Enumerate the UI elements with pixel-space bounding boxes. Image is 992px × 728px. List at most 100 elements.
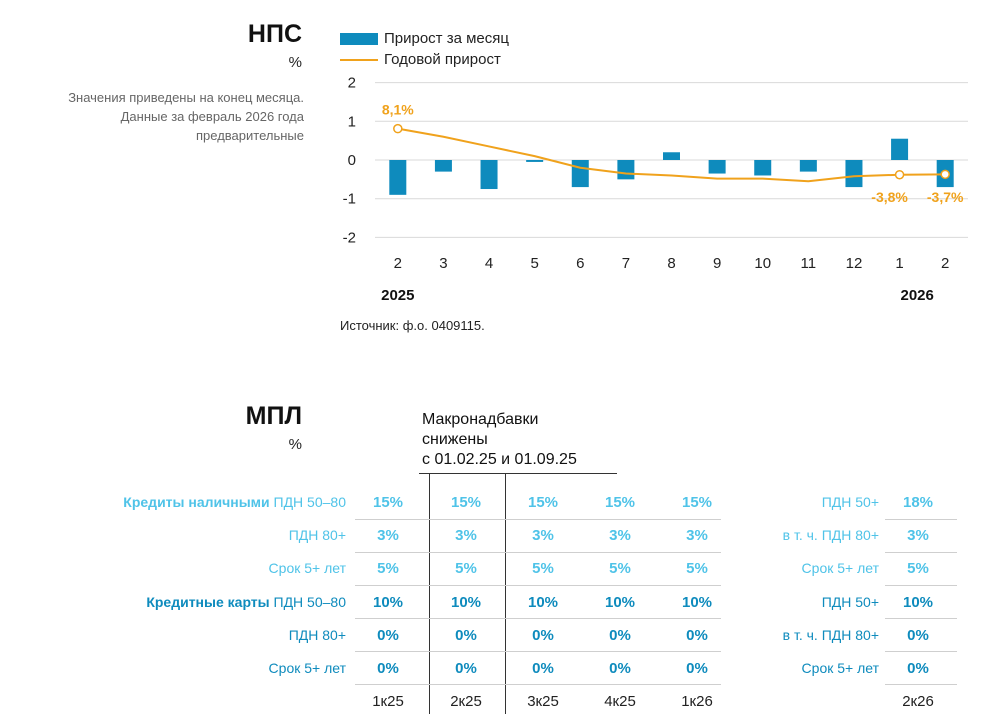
bar	[663, 152, 680, 160]
bar	[891, 138, 909, 160]
column-header: 1к26	[681, 693, 713, 710]
line-point	[940, 169, 950, 180]
nps-title: НПС	[247, 20, 302, 48]
table-cell: 10%	[372, 594, 404, 611]
right-row-label: в т. ч. ПДН 80+	[782, 527, 879, 543]
right-row-label: ПДН 50+	[821, 594, 879, 610]
macro-underline	[419, 473, 617, 474]
table-cell: 3%	[532, 527, 554, 544]
macro-note: Макронадбавки снижены с 01.02.25 и 01.09…	[422, 410, 577, 470]
bar	[526, 160, 544, 162]
column-header: 2к25	[450, 693, 482, 710]
table-cell: 0%	[455, 627, 477, 644]
table-cell: 5%	[609, 560, 631, 577]
table-cell: 10%	[450, 594, 482, 611]
line-point	[894, 169, 905, 180]
macro-line: с 01.02.25 и 01.09.25	[422, 451, 577, 468]
table-cell: 15%	[604, 494, 636, 511]
y-tick-label: -2	[343, 229, 356, 246]
table-cell: 15%	[450, 494, 482, 511]
bar	[845, 160, 863, 188]
row-divider	[355, 651, 721, 652]
line-series	[397, 127, 946, 183]
right-row-label: в т. ч. ПДН 80+	[782, 627, 879, 643]
table-cell: 3%	[455, 527, 477, 544]
row-divider	[885, 684, 957, 685]
nps-note-line: Значения приведены на конец месяца.	[68, 90, 304, 105]
right-cell: 5%	[907, 560, 929, 577]
column-separator	[429, 474, 430, 714]
year-label: 2026	[901, 287, 934, 304]
chart-legend: Прирост за месяц Годовой прирост	[340, 30, 509, 68]
table-cell: 3%	[609, 527, 631, 544]
bar	[389, 160, 407, 195]
data-label: -3,7%	[927, 189, 964, 205]
table-cell: 5%	[455, 560, 477, 577]
row-divider	[885, 519, 957, 520]
x-tick-label: 5	[530, 255, 538, 272]
macro-line: Макронадбавки	[422, 411, 539, 428]
x-tick-label: 12	[846, 255, 863, 272]
bar	[434, 160, 452, 172]
x-tick-label: 9	[713, 255, 721, 272]
table-cell: 0%	[377, 660, 399, 677]
bar	[754, 160, 772, 176]
table-row-label: Кредиты наличными ПДН 50–80	[0, 494, 346, 510]
table-cell: 5%	[532, 560, 554, 577]
x-tick-label: 2	[394, 255, 402, 272]
right-cell: 18%	[902, 494, 934, 511]
row-label: ПДН 80+	[288, 527, 346, 543]
table-cell: 10%	[604, 594, 636, 611]
x-tick-label: 4	[485, 255, 493, 272]
row-divider	[355, 585, 721, 586]
table-cell: 3%	[377, 527, 399, 544]
x-tick-label: 3	[439, 255, 447, 272]
right-row-label: ПДН 50+	[821, 494, 879, 510]
x-tick-label: 8	[667, 255, 675, 272]
row-label: ПДН 50–80	[273, 494, 346, 510]
column-header: 1к25	[372, 693, 404, 710]
right-cell: 0%	[907, 660, 929, 677]
right-row-label: Срок 5+ лет	[801, 560, 879, 576]
y-tick-label: 2	[348, 75, 356, 92]
nps-note-line: предварительные	[196, 128, 304, 143]
table-cell: 15%	[527, 494, 559, 511]
row-divider	[355, 618, 721, 619]
table-cell: 0%	[377, 627, 399, 644]
bar	[480, 160, 498, 190]
bar	[571, 160, 589, 188]
legend-line-label: Годовой прирост	[384, 51, 501, 68]
y-tick-label: -1	[343, 191, 356, 208]
table-cell: 15%	[372, 494, 404, 511]
row-divider	[885, 618, 957, 619]
x-tick-label: 11	[801, 255, 817, 272]
row-divider	[885, 585, 957, 586]
column-header: 3к25	[527, 693, 559, 710]
table-cell: 0%	[609, 627, 631, 644]
data-label: -3,8%	[871, 189, 908, 205]
right-cell: 3%	[907, 527, 929, 544]
legend-item-line: Годовой прирост	[340, 51, 509, 68]
source-note: Источник: ф.о. 0409115.	[340, 318, 485, 333]
table-cell: 0%	[455, 660, 477, 677]
row-divider	[355, 519, 721, 520]
column-separator	[505, 474, 506, 714]
x-tick-label: 7	[622, 255, 630, 272]
legend-bar-label: Прирост за месяц	[384, 30, 509, 47]
year-label: 2025	[381, 287, 414, 304]
right-cell: 0%	[907, 627, 929, 644]
table-cell: 0%	[532, 660, 554, 677]
column-header: 2к26	[902, 693, 934, 710]
mpl-title: МПЛ	[245, 402, 302, 430]
data-label: 8,1%	[382, 102, 414, 118]
nps-note: Значения приведены на конец месяца. Данн…	[0, 88, 304, 145]
x-tick-label: 1	[895, 255, 903, 272]
macro-line: снижены	[422, 431, 488, 448]
table-cell: 0%	[609, 660, 631, 677]
table-row-label: Кредитные карты ПДН 50–80	[0, 594, 346, 610]
table-cell: 0%	[686, 627, 708, 644]
row-divider	[355, 552, 721, 553]
bar	[708, 160, 726, 174]
table-cell: 10%	[681, 594, 713, 611]
